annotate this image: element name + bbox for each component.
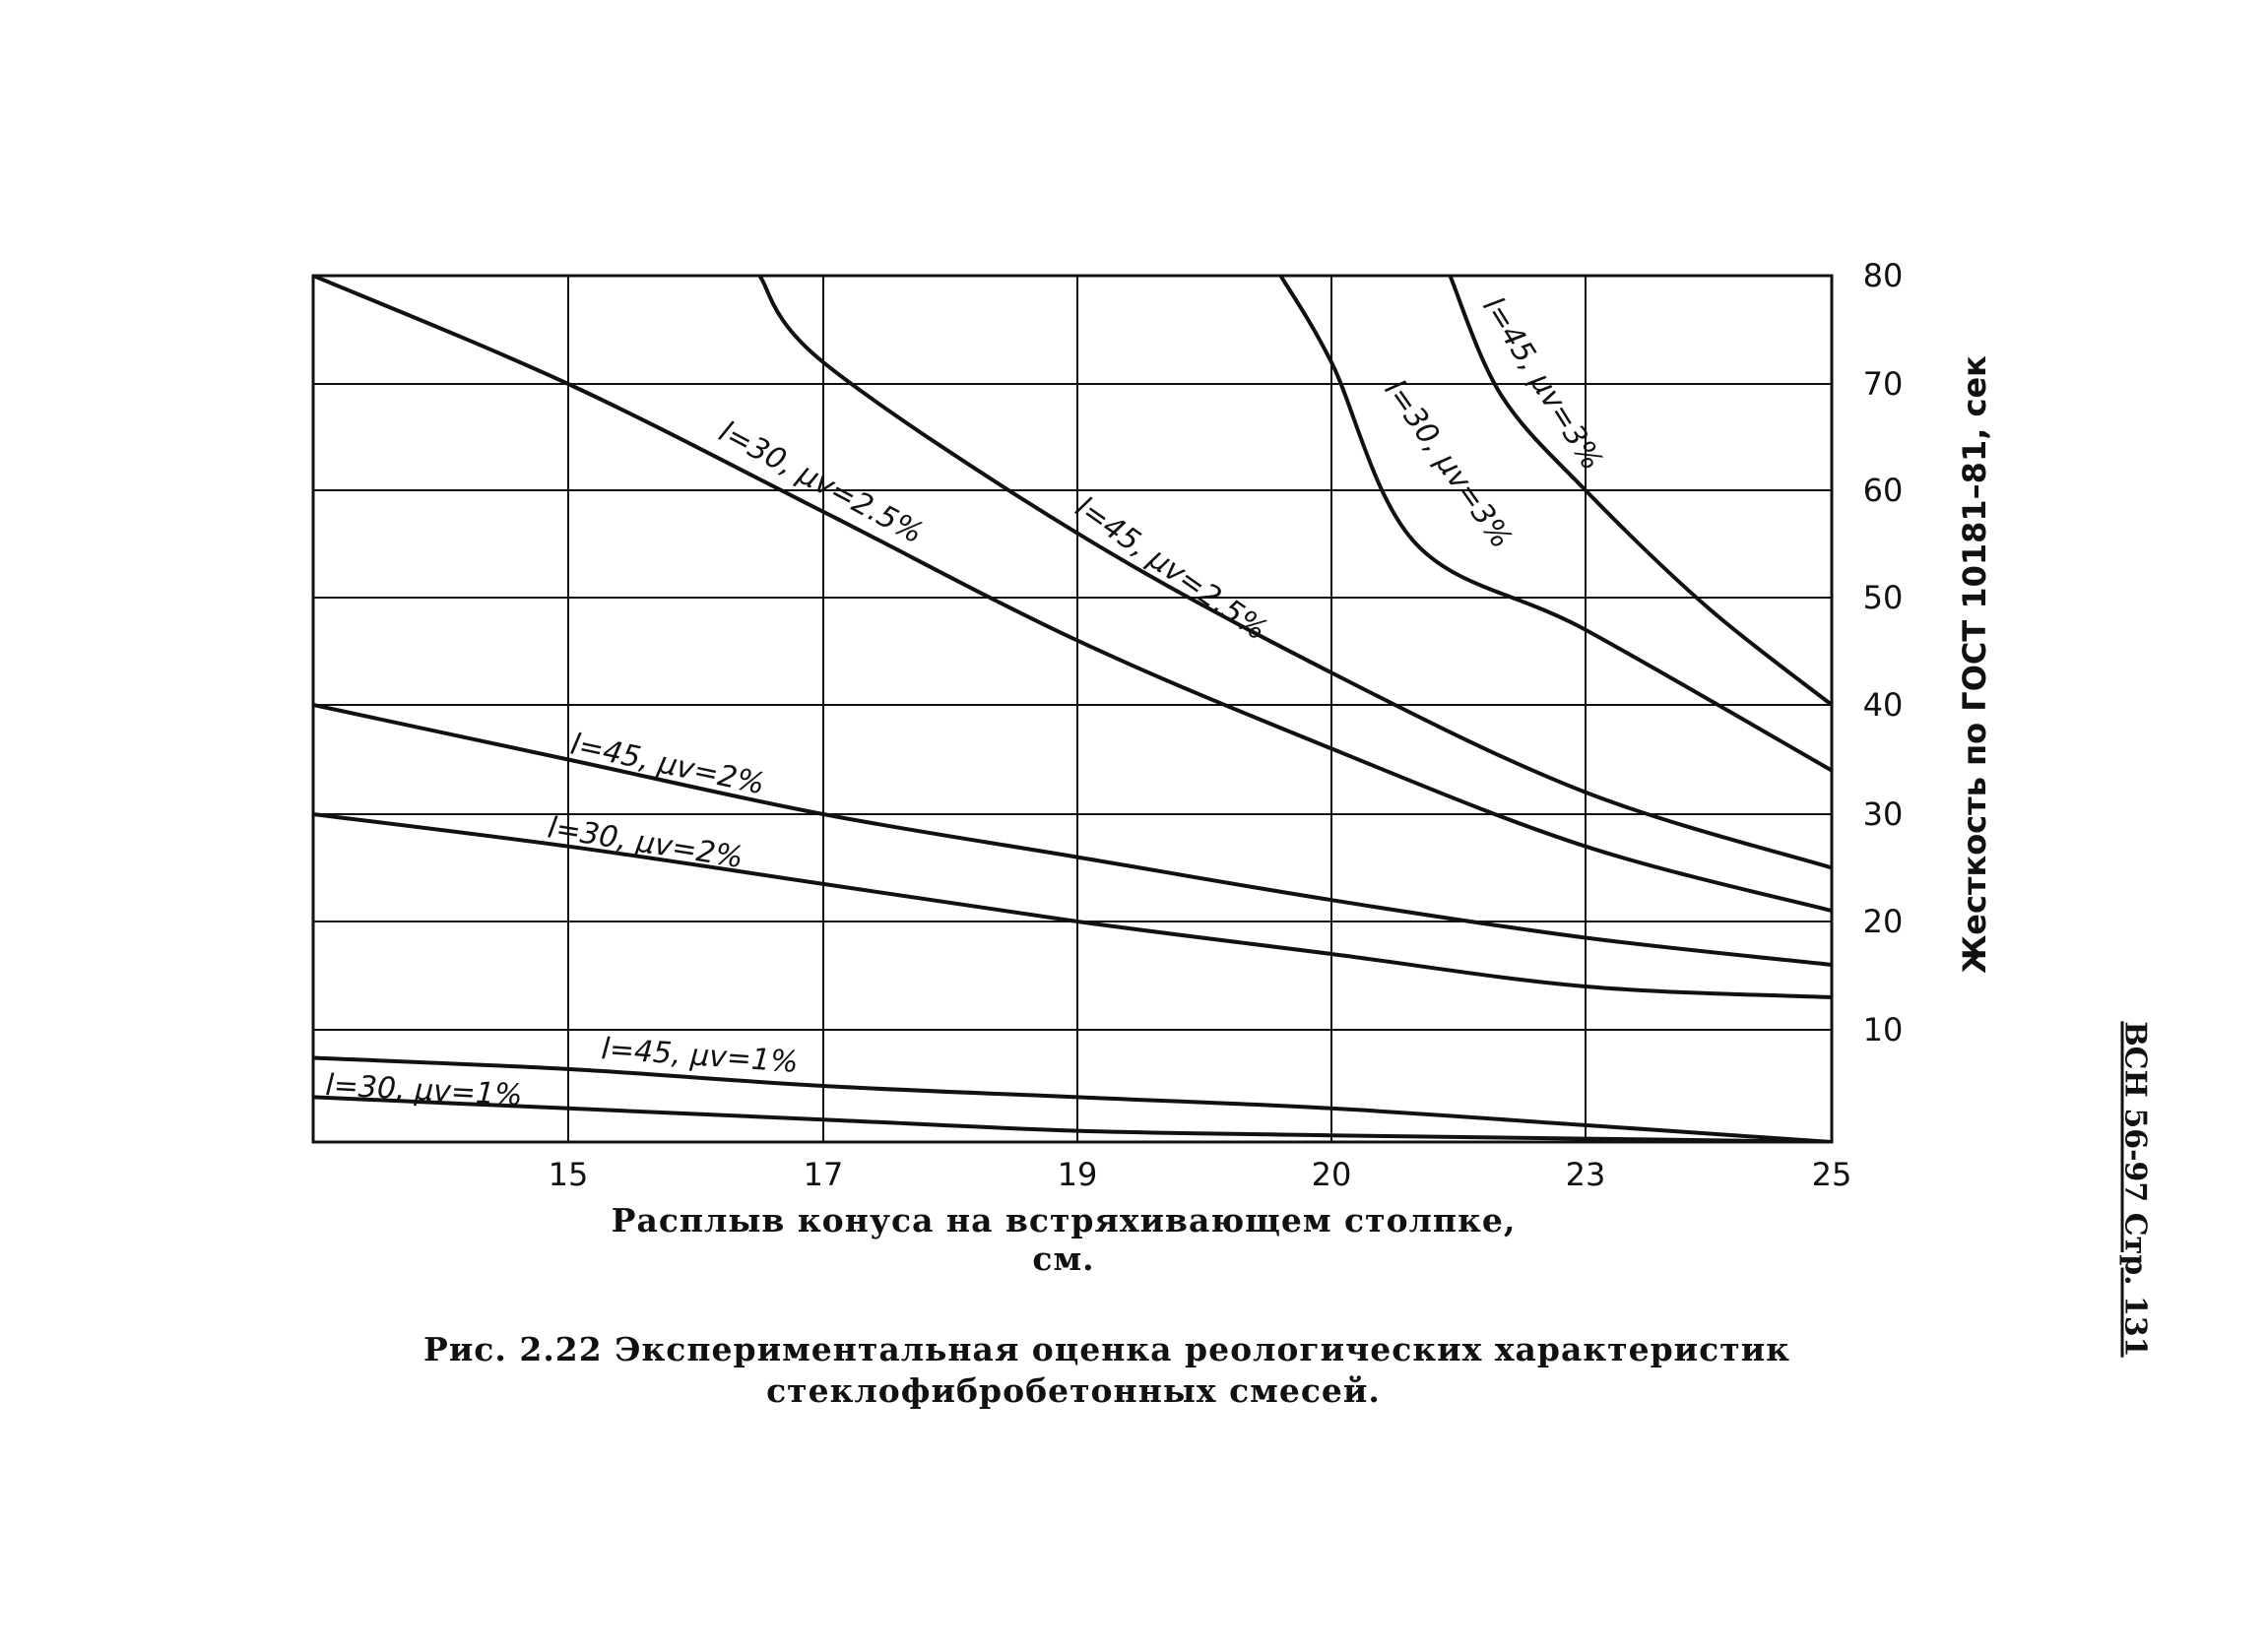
caption-line-1: Рис. 2.22 Экспериментальная оценка реоло… (423, 1330, 1791, 1368)
figure-caption: Рис. 2.22 Экспериментальная оценка реоло… (423, 1329, 1791, 1412)
series-line-2 (313, 1055, 1832, 1142)
series-curves (313, 276, 1832, 1142)
curve-label-7: l=30, μv=3% (1377, 374, 1519, 555)
series-line-7 (1278, 276, 1832, 773)
caption-line-2: стеклофибробетонных смесей. (766, 1371, 1381, 1410)
y-tick-label: 70 (1863, 365, 1904, 403)
x-tick-labels: 15 17 19 20 23 25 (549, 1156, 1852, 1193)
grid (311, 274, 1834, 1144)
y-tick-label: 50 (1863, 579, 1904, 616)
y-axis-label: Жесткость по ГОСТ 10181–81, сек (1956, 355, 1993, 974)
series-line-6 (757, 276, 1832, 870)
curve-label-1: l=30, μv=1% (325, 1068, 524, 1112)
curve-label-5: l=30, μv=2.5% (713, 414, 929, 550)
x-axis-label: Расплыв конуса на встряхивающем столпке,… (611, 1201, 1517, 1278)
curve-label-6: l=45, μv=2.5% (1069, 490, 1273, 648)
series-line-3 (313, 812, 1832, 999)
curve-labels: l=30, μv=1%l=45, μv=1%l=30, μv=2%l=45, μ… (325, 291, 1609, 1113)
series-line-8 (1448, 276, 1832, 707)
x-tick-label: 19 (1058, 1156, 1098, 1193)
y-tick-label: 40 (1863, 686, 1904, 724)
page-reference-text: ВСН 56-97 Стр. 131 (2117, 1021, 2153, 1358)
y-tick-label: 60 (1863, 472, 1904, 509)
x-tick-label: 20 (1312, 1156, 1352, 1193)
plot-frame (311, 274, 1834, 1144)
series-line-5 (313, 276, 1832, 914)
x-tick-label: 17 (804, 1156, 844, 1193)
y-tick-label: 80 (1863, 257, 1904, 294)
x-tick-label: 23 (1566, 1156, 1606, 1193)
series-line-1 (313, 1095, 1832, 1142)
y-tick-label: 20 (1863, 903, 1904, 940)
curve-label-3: l=30, μv=2% (546, 810, 745, 875)
series-line-4 (313, 703, 1832, 967)
curve-label-4: l=45, μv=2% (567, 728, 767, 802)
y-axis-label-group: Жесткость по ГОСТ 10181–81, сек (1956, 355, 1993, 974)
y-tick-label: 30 (1863, 795, 1904, 833)
y-tick-label: 10 (1863, 1011, 1904, 1048)
x-tick-label: 25 (1812, 1156, 1852, 1193)
x-tick-label: 15 (549, 1156, 589, 1193)
y-tick-labels: 10 20 30 40 50 60 70 80 (1863, 257, 1904, 1048)
